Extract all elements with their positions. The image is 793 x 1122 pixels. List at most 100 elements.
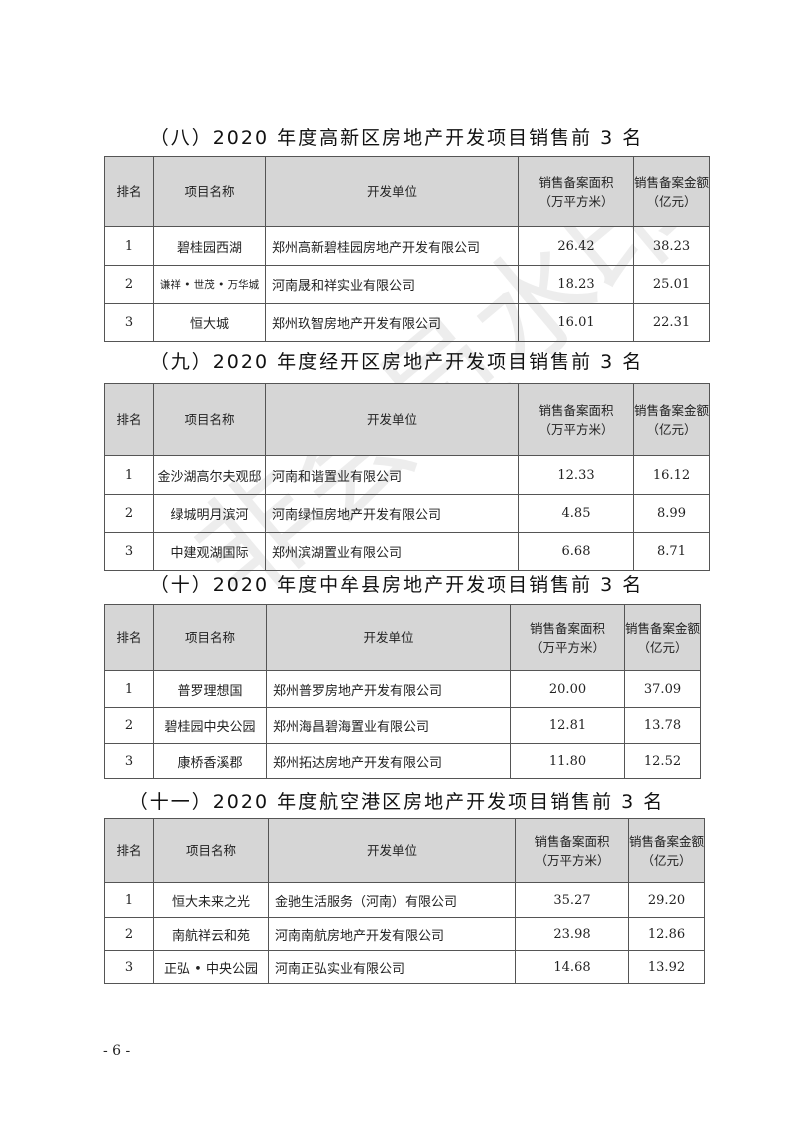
project-name-cell: 恒大未来之光 <box>153 882 269 918</box>
header-amount-line2: （亿元） <box>646 421 697 437</box>
project-name-cell: 南航祥云和苑 <box>153 917 269 951</box>
rank-cell: 2 <box>104 494 154 533</box>
area-cell: 6.68 <box>518 532 634 571</box>
table-row: 3 正弘 • 中央公园 河南正弘实业有限公司 14.68 13.92 <box>104 950 706 984</box>
area-cell: 11.80 <box>510 743 625 779</box>
area-cell: 16.01 <box>518 303 634 342</box>
developer-cell: 郑州滨湖置业有限公司 <box>265 532 519 571</box>
table-row: 3 中建观湖国际 郑州滨湖置业有限公司 6.68 8.71 <box>104 532 711 571</box>
header-amount-line2: （亿元） <box>641 852 692 868</box>
amount-cell: 8.99 <box>632 494 711 533</box>
area-cell: 4.85 <box>518 494 634 533</box>
table-row: 2 碧桂园中央公园 郑州海昌碧海置业有限公司 12.81 13.78 <box>104 707 702 744</box>
sales-ranking-table: 排名 项目名称 开发单位 销售备案面积 （万平方米） 销售备案金额 （亿元） 1 金… <box>104 383 711 571</box>
header-rank: 排名 <box>104 156 154 227</box>
developer-cell: 河南晟和祥实业有限公司 <box>265 265 519 304</box>
table-row: 1 恒大未来之光 金驰生活服务（河南）有限公司 35.27 29.20 <box>104 882 706 918</box>
header-project: 项目名称 <box>153 604 267 671</box>
rank-cell: 2 <box>104 917 154 951</box>
header-area-line1: 销售备案面积 <box>534 833 610 849</box>
header-amount-line2: （亿元） <box>637 639 688 655</box>
amount-cell: 13.92 <box>627 950 706 984</box>
table-row: 2 南航祥云和苑 河南南航房地产开发有限公司 23.98 12.86 <box>104 917 706 951</box>
sales-ranking-table: 排名 项目名称 开发单位 销售备案面积 （万平方米） 销售备案金额 （亿元） 1 普… <box>104 604 702 779</box>
section-title: （十）2020 年度中牟县房地产开发项目销售前 3 名 <box>149 574 644 596</box>
table-row: 3 康桥香溪郡 郑州拓达房地产开发有限公司 11.80 12.52 <box>104 743 702 779</box>
header-area: 销售备案面积 （万平方米） <box>518 383 634 456</box>
table-row: 2 谦祥 • 世茂 • 万华城 河南晟和祥实业有限公司 18.23 25.01 <box>104 265 711 304</box>
developer-cell: 郑州高新碧桂园房地产开发有限公司 <box>265 226 519 266</box>
developer-cell: 河南正弘实业有限公司 <box>268 950 516 984</box>
developer-cell: 郑州海昌碧海置业有限公司 <box>266 707 511 744</box>
developer-cell: 河南和谐置业有限公司 <box>265 455 519 495</box>
area-cell: 12.81 <box>510 707 625 744</box>
project-name-cell: 康桥香溪郡 <box>153 743 267 779</box>
header-area-line2: （万平方米） <box>534 852 610 868</box>
rank-cell: 3 <box>104 303 154 342</box>
section-title: （八）2020 年度高新区房地产开发项目销售前 3 名 <box>149 127 644 149</box>
header-project: 项目名称 <box>153 383 266 456</box>
project-name-cell: 中建观湖国际 <box>153 532 266 571</box>
sales-ranking-table: 排名 项目名称 开发单位 销售备案面积 （万平方米） 销售备案金额 （亿元） 1 碧… <box>104 156 711 342</box>
amount-cell: 12.52 <box>623 743 702 779</box>
amount-cell: 38.23 <box>632 226 711 266</box>
area-cell: 12.33 <box>518 455 634 495</box>
rank-cell: 2 <box>104 707 154 744</box>
header-area-line2: （万平方米） <box>529 639 605 655</box>
amount-cell: 16.12 <box>632 455 711 495</box>
rank-cell: 1 <box>104 882 154 918</box>
developer-cell: 金驰生活服务（河南）有限公司 <box>268 882 516 918</box>
developer-cell: 河南南航房地产开发有限公司 <box>268 917 516 951</box>
header-area-line2: （万平方米） <box>538 193 614 209</box>
header-area: 销售备案面积 （万平方米） <box>510 604 625 671</box>
table-row: 1 金沙湖高尔夫观邸 河南和谐置业有限公司 12.33 16.12 <box>104 455 711 495</box>
area-cell: 23.98 <box>515 917 629 951</box>
area-cell: 35.27 <box>515 882 629 918</box>
developer-cell: 郑州普罗房地产开发有限公司 <box>266 670 511 708</box>
amount-cell: 12.86 <box>627 917 706 951</box>
header-project: 项目名称 <box>153 156 266 227</box>
header-amount-line1: 销售备案金额 <box>629 833 705 849</box>
header-area: 销售备案面积 （万平方米） <box>518 156 634 227</box>
rank-cell: 3 <box>104 532 154 571</box>
header-area-line1: 销售备案面积 <box>538 174 614 190</box>
amount-cell: 22.31 <box>632 303 711 342</box>
developer-cell: 郑州拓达房地产开发有限公司 <box>266 743 511 779</box>
developer-cell: 郑州玖智房地产开发有限公司 <box>265 303 519 342</box>
header-area-line1: 销售备案面积 <box>538 402 614 418</box>
header-amount: 销售备案金额 （亿元） <box>627 818 706 883</box>
project-name-cell: 正弘 • 中央公园 <box>153 950 269 984</box>
area-cell: 20.00 <box>510 670 625 708</box>
header-amount-line1: 销售备案金额 <box>625 620 701 636</box>
rank-cell: 3 <box>104 950 154 984</box>
table-row: 3 恒大城 郑州玖智房地产开发有限公司 16.01 22.31 <box>104 303 711 342</box>
area-cell: 26.42 <box>518 226 634 266</box>
header-amount-line1: 销售备案金额 <box>634 402 710 418</box>
header-amount: 销售备案金额 （亿元） <box>632 383 711 456</box>
header-rank: 排名 <box>104 604 154 671</box>
project-name-cell: 普罗理想国 <box>153 670 267 708</box>
table-row: 1 普罗理想国 郑州普罗房地产开发有限公司 20.00 37.09 <box>104 670 702 708</box>
project-name-cell: 金沙湖高尔夫观邸 <box>153 455 266 495</box>
header-area-line2: （万平方米） <box>538 421 614 437</box>
table-row: 2 绿城明月滨河 河南绿恒房地产开发有限公司 4.85 8.99 <box>104 494 711 533</box>
amount-cell: 37.09 <box>623 670 702 708</box>
amount-cell: 13.78 <box>623 707 702 744</box>
header-developer: 开发单位 <box>266 604 511 671</box>
table-row: 1 碧桂园西湖 郑州高新碧桂园房地产开发有限公司 26.42 38.23 <box>104 226 711 266</box>
header-rank: 排名 <box>104 818 154 883</box>
header-developer: 开发单位 <box>268 818 516 883</box>
header-area-line1: 销售备案面积 <box>529 620 605 636</box>
area-cell: 14.68 <box>515 950 629 984</box>
header-amount: 销售备案金额 （亿元） <box>632 156 711 227</box>
rank-cell: 1 <box>104 455 154 495</box>
project-name-cell: 碧桂园中央公园 <box>153 707 267 744</box>
section-title: （九）2020 年度经开区房地产开发项目销售前 3 名 <box>149 351 644 373</box>
rank-cell: 2 <box>104 265 154 304</box>
header-amount-line1: 销售备案金额 <box>634 174 710 190</box>
project-name-cell: 恒大城 <box>153 303 266 342</box>
header-developer: 开发单位 <box>265 156 519 227</box>
header-area: 销售备案面积 （万平方米） <box>515 818 629 883</box>
header-project: 项目名称 <box>153 818 269 883</box>
rank-cell: 3 <box>104 743 154 779</box>
